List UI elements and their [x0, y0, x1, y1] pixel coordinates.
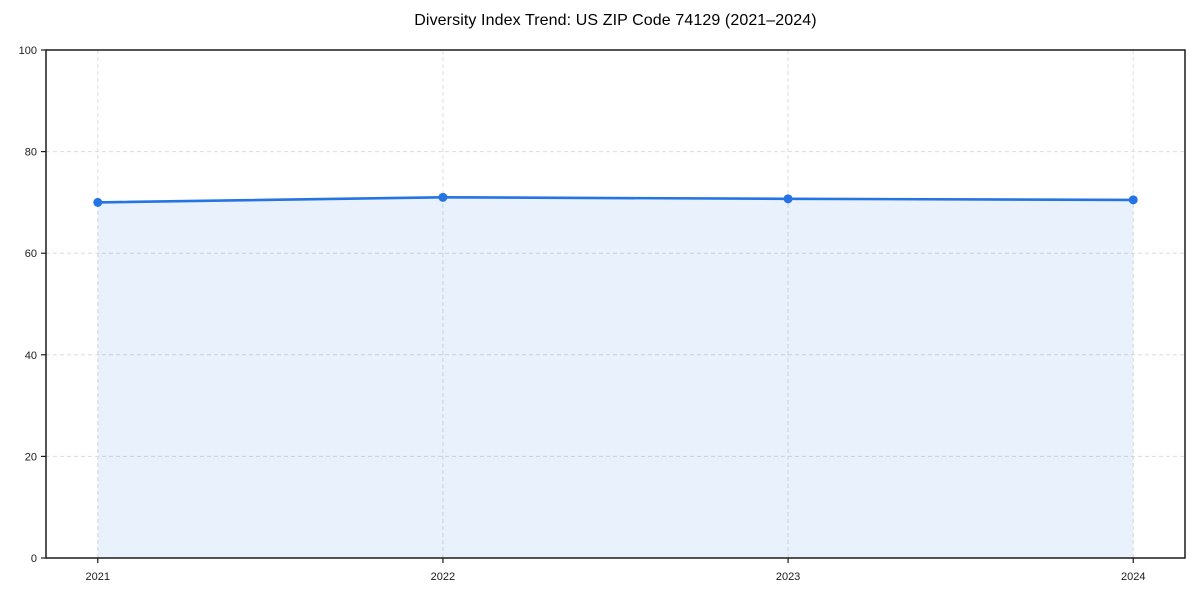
y-tick-label: 80 [25, 147, 37, 159]
y-tick-label: 60 [25, 248, 37, 260]
data-point-marker [1128, 195, 1138, 205]
plot-background [46, 50, 1185, 558]
data-point-marker [783, 194, 793, 204]
x-tick-label: 2024 [1121, 571, 1145, 583]
y-tick-label: 20 [25, 451, 37, 463]
data-point-marker [438, 192, 448, 202]
x-tick-label: 2023 [776, 571, 800, 583]
data-point-marker [93, 197, 103, 207]
y-tick-label: 0 [31, 553, 37, 565]
area-fill [97, 197, 1134, 559]
plot-frame [45, 49, 1186, 559]
x-tick-label: 2022 [431, 571, 455, 583]
chart-title: Diversity Index Trend: US ZIP Code 74129… [414, 12, 817, 29]
y-tick-label: 100 [19, 45, 37, 57]
y-tick-label: 40 [25, 350, 37, 362]
trend-line [97, 196, 1134, 204]
x-tick-label: 2021 [86, 571, 110, 583]
